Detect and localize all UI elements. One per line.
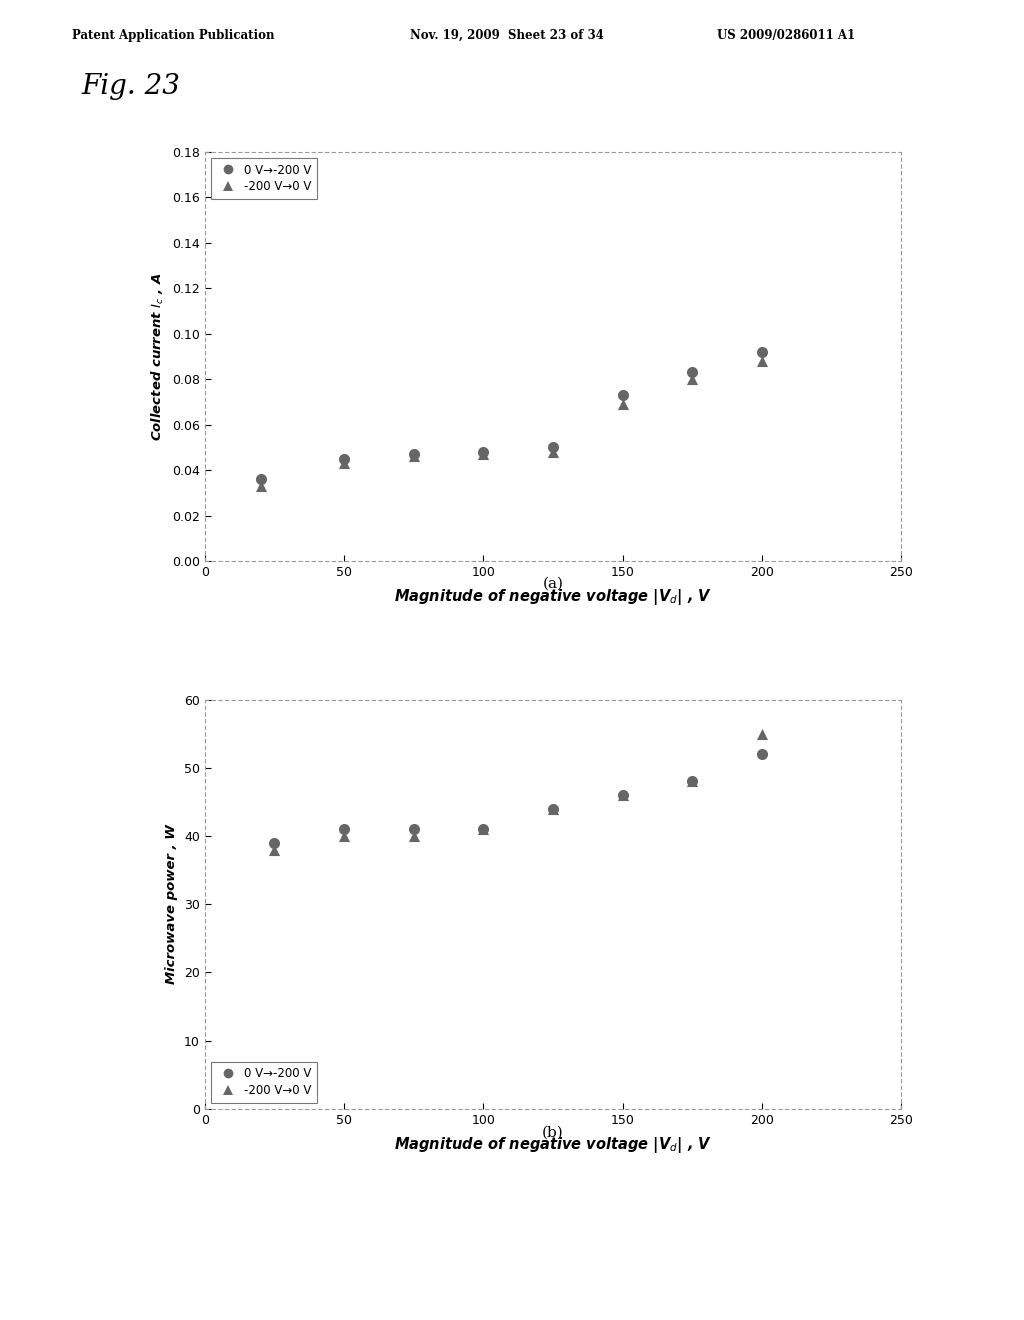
Point — [545, 441, 561, 462]
Text: Fig. 23: Fig. 23 — [82, 73, 181, 99]
Point — [266, 833, 283, 854]
Point — [336, 453, 352, 474]
Point — [406, 818, 422, 840]
Point — [545, 799, 561, 820]
Point — [684, 771, 700, 792]
Point — [406, 446, 422, 467]
Point — [754, 743, 770, 764]
Point — [684, 362, 700, 383]
Point — [252, 469, 268, 490]
Point — [614, 784, 631, 805]
Point — [336, 449, 352, 470]
Point — [336, 825, 352, 846]
Point — [614, 393, 631, 414]
Point — [684, 771, 700, 792]
Point — [475, 818, 492, 840]
Point — [475, 444, 492, 465]
Point — [545, 437, 561, 458]
Point — [754, 350, 770, 371]
Point — [475, 441, 492, 462]
X-axis label: Magnitude of negative voltage |V$_d$| , V: Magnitude of negative voltage |V$_d$| , … — [394, 587, 712, 607]
Point — [614, 784, 631, 805]
Point — [754, 723, 770, 744]
Text: US 2009/0286011 A1: US 2009/0286011 A1 — [717, 29, 855, 42]
Point — [406, 444, 422, 465]
Legend: 0 V→-200 V, -200 V→0 V: 0 V→-200 V, -200 V→0 V — [211, 157, 317, 199]
Y-axis label: Microwave power , W: Microwave power , W — [166, 824, 178, 985]
Y-axis label: Collected current $I_c$ , A: Collected current $I_c$ , A — [151, 272, 166, 441]
Point — [336, 818, 352, 840]
Text: (b): (b) — [542, 1126, 564, 1140]
Point — [252, 475, 268, 496]
Text: Patent Application Publication: Patent Application Publication — [72, 29, 274, 42]
X-axis label: Magnitude of negative voltage |V$_d$| , V: Magnitude of negative voltage |V$_d$| , … — [394, 1135, 712, 1155]
Point — [684, 368, 700, 389]
Point — [614, 384, 631, 405]
Point — [545, 799, 561, 820]
Point — [266, 840, 283, 861]
Text: Nov. 19, 2009  Sheet 23 of 34: Nov. 19, 2009 Sheet 23 of 34 — [410, 29, 603, 42]
Point — [475, 818, 492, 840]
Text: (a): (a) — [543, 577, 563, 591]
Point — [406, 825, 422, 846]
Point — [754, 342, 770, 363]
Legend: 0 V→-200 V, -200 V→0 V: 0 V→-200 V, -200 V→0 V — [211, 1061, 317, 1104]
